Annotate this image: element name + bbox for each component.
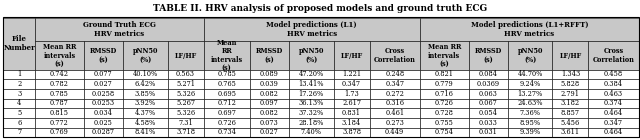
Text: 0.779: 0.779: [435, 80, 454, 88]
Bar: [588, 99, 639, 108]
Text: 0.0287: 0.0287: [92, 128, 115, 136]
Text: 13.27%: 13.27%: [518, 90, 543, 98]
Bar: [508, 118, 552, 128]
Text: 0.697: 0.697: [217, 109, 236, 117]
Text: 0.785: 0.785: [217, 70, 236, 78]
Text: 1: 1: [17, 70, 21, 78]
Text: 0.742: 0.742: [50, 70, 69, 78]
Text: 0.027: 0.027: [260, 128, 279, 136]
Text: RMSSD
(s): RMSSD (s): [90, 47, 117, 64]
Text: 0.027: 0.027: [94, 80, 113, 88]
Text: 9.24%: 9.24%: [520, 80, 541, 88]
Bar: [84, 79, 123, 89]
Text: 0.082: 0.082: [260, 109, 279, 117]
Text: 0.769: 0.769: [50, 128, 69, 136]
Bar: [168, 108, 204, 118]
Bar: [588, 108, 639, 118]
Bar: [35, 89, 84, 99]
Bar: [204, 70, 250, 79]
Bar: [552, 89, 588, 99]
Bar: [204, 108, 250, 118]
Text: 24.63%: 24.63%: [517, 99, 543, 107]
Bar: [333, 70, 369, 79]
Bar: [420, 108, 468, 118]
Text: Mean RR
intervals
(s): Mean RR intervals (s): [43, 43, 76, 68]
Bar: [123, 41, 168, 70]
Text: 4.58%: 4.58%: [134, 119, 156, 127]
Bar: [168, 118, 204, 128]
Bar: [588, 41, 639, 70]
Bar: [420, 128, 468, 137]
Bar: [420, 41, 468, 70]
Bar: [468, 70, 508, 79]
Bar: [35, 128, 84, 137]
Text: 0.464: 0.464: [604, 128, 623, 136]
Bar: [588, 79, 639, 89]
Text: 28.18%: 28.18%: [299, 119, 324, 127]
Bar: [468, 41, 508, 70]
Text: 5.456: 5.456: [561, 119, 580, 127]
Bar: [35, 118, 84, 128]
Text: 0.772: 0.772: [50, 119, 68, 127]
Bar: [468, 79, 508, 89]
Text: 8.41%: 8.41%: [134, 128, 156, 136]
Text: 0.384: 0.384: [604, 80, 623, 88]
Bar: [333, 89, 369, 99]
Bar: [508, 70, 552, 79]
Bar: [250, 118, 289, 128]
Text: 8.95%: 8.95%: [520, 119, 541, 127]
Text: Model predictions (L1+RFFT)
HRV metrics: Model predictions (L1+RFFT) HRV metrics: [470, 21, 588, 38]
Bar: [333, 108, 369, 118]
Text: 0.039: 0.039: [260, 80, 279, 88]
Bar: [84, 41, 123, 70]
Text: pNN50
(%): pNN50 (%): [132, 47, 158, 64]
Bar: [289, 99, 333, 108]
Text: 0.815: 0.815: [50, 109, 69, 117]
Bar: [3, 118, 35, 128]
Text: 0.726: 0.726: [217, 119, 236, 127]
Text: 5: 5: [17, 109, 21, 117]
Text: 0.563: 0.563: [176, 70, 195, 78]
Text: 2.617: 2.617: [342, 99, 361, 107]
Text: 3.611: 3.611: [561, 128, 580, 136]
Bar: [204, 41, 250, 70]
Bar: [468, 118, 508, 128]
Text: 0.728: 0.728: [435, 109, 454, 117]
Bar: [250, 128, 289, 137]
Text: 40.10%: 40.10%: [132, 70, 158, 78]
Bar: [123, 99, 168, 108]
Bar: [289, 79, 333, 89]
Text: 0.716: 0.716: [435, 90, 454, 98]
Text: 0.316: 0.316: [385, 99, 404, 107]
Text: 0.031: 0.031: [479, 128, 498, 136]
Bar: [508, 89, 552, 99]
Text: Cross
Correlation: Cross Correlation: [593, 47, 634, 64]
Bar: [588, 70, 639, 79]
Text: 3.184: 3.184: [342, 119, 361, 127]
Bar: [552, 70, 588, 79]
Bar: [204, 89, 250, 99]
Bar: [333, 128, 369, 137]
Bar: [420, 89, 468, 99]
Bar: [35, 70, 84, 79]
Text: 0.765: 0.765: [217, 80, 236, 88]
Text: 0.787: 0.787: [50, 99, 68, 107]
Text: 0.089: 0.089: [260, 70, 279, 78]
Bar: [3, 79, 35, 89]
Text: Model predictions (L1)
HRV metrics: Model predictions (L1) HRV metrics: [266, 21, 357, 38]
Text: Ground Truth ECG
HRV metrics: Ground Truth ECG HRV metrics: [83, 21, 156, 38]
Bar: [168, 79, 204, 89]
Text: 7: 7: [17, 128, 21, 136]
Bar: [168, 41, 204, 70]
Text: 0.374: 0.374: [604, 99, 623, 107]
Bar: [3, 18, 35, 70]
Bar: [289, 108, 333, 118]
Text: 47.20%: 47.20%: [299, 70, 324, 78]
Text: 0.695: 0.695: [217, 90, 236, 98]
Text: 7.31: 7.31: [178, 119, 193, 127]
Bar: [333, 118, 369, 128]
Text: 0.273: 0.273: [385, 119, 404, 127]
Bar: [204, 79, 250, 89]
Bar: [250, 108, 289, 118]
Text: 13.41%: 13.41%: [299, 80, 324, 88]
